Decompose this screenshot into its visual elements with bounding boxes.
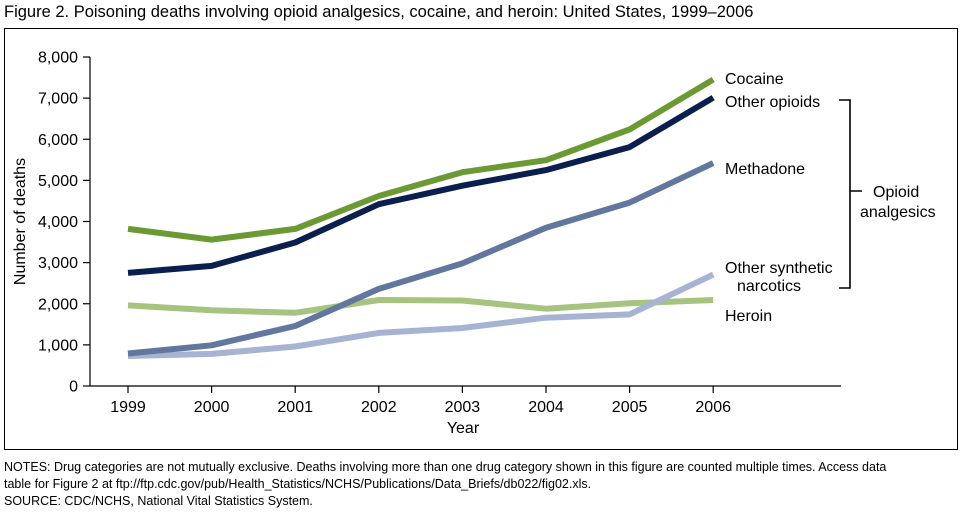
x-tick-label: 2000 (194, 399, 230, 416)
notes-line-1: NOTES: Drug categories are not mutually … (4, 460, 887, 474)
y-tick-label: 1,000 (38, 337, 78, 354)
y-tick-label: 4,000 (38, 214, 78, 231)
label-heroin: Heroin (725, 308, 772, 325)
chart-series (127, 77, 715, 359)
chart-axes: 0 1,000 2,000 3,000 4,000 5,000 6,000 7,000 8,00… (12, 50, 841, 437)
x-tick-label: 2001 (277, 399, 313, 416)
y-tick-label: 8,000 (38, 50, 78, 67)
series-line-heroin (127, 297, 714, 316)
source-line: SOURCE: CDC/NCHS, National Vital Statist… (4, 494, 313, 508)
y-tick-label: 2,000 (38, 296, 78, 313)
y-tick-label: 5,000 (38, 173, 78, 190)
x-tick-label: 2005 (612, 399, 648, 416)
y-axis-label: Number of deaths (12, 158, 29, 285)
notes-line-2: table for Figure 2 at ftp://ftp.cdc.gov/… (4, 477, 592, 491)
notes-block: NOTES: Drug categories are not mutually … (4, 459, 954, 510)
opioid-analgesics-bracket (839, 99, 862, 289)
label-group-opioid: Opioid (873, 184, 919, 201)
y-tick-label: 3,000 (38, 255, 78, 272)
series-line-other-synthetic-narcotics (127, 271, 715, 359)
y-tick-label: 6,000 (38, 132, 78, 149)
series-labels: Cocaine Other opioids Methadone Other sy… (725, 71, 936, 325)
line-chart: 0 1,000 2,000 3,000 4,000 5,000 6,000 7,000 8,00… (12, 50, 936, 438)
x-axis-label: Year (447, 420, 480, 437)
y-tick-label: 7,000 (38, 91, 78, 108)
x-tick-label: 2004 (528, 399, 564, 416)
figure-title: Figure 2. Poisoning deaths involving opi… (4, 3, 754, 21)
x-tick-label: 1999 (110, 399, 146, 416)
chart-frame: 0 1,000 2,000 3,000 4,000 5,000 6,000 7,000 8,00… (4, 28, 958, 450)
y-tick-label: 0 (69, 379, 78, 396)
label-cocaine: Cocaine (725, 71, 784, 88)
label-methadone: Methadone (725, 161, 805, 178)
label-other-synthetic-line2: narcotics (737, 278, 801, 295)
series-line-methadone (127, 160, 715, 357)
label-group-analgesics: analgesics (860, 204, 936, 221)
label-other-synthetic-line1: Other synthetic (725, 260, 833, 277)
x-tick-label: 2006 (695, 399, 731, 416)
series-line-other-opioids (127, 95, 715, 276)
x-tick-label: 2003 (445, 399, 481, 416)
label-other-opioids: Other opioids (725, 94, 820, 111)
series-line-cocaine (127, 77, 715, 243)
x-tick-label: 2002 (361, 399, 397, 416)
